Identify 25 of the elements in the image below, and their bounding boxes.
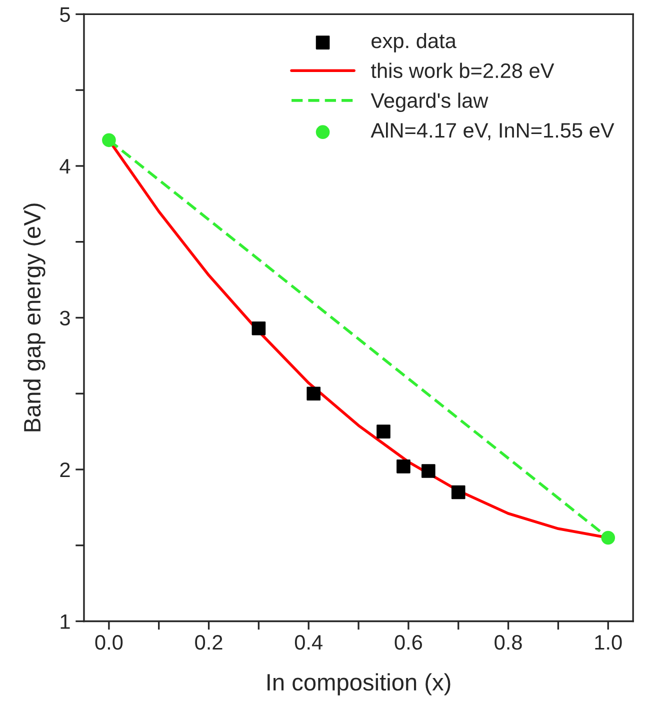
point: [252, 321, 266, 336]
x-tick-label: 0.8: [494, 634, 522, 650]
legend-label: exp. data: [372, 32, 456, 52]
y-tick-label: 3: [60, 310, 70, 326]
point: [601, 530, 616, 545]
x-tick-label: 0.6: [394, 634, 422, 650]
y-axis-title: Band gap energy (eV): [23, 204, 46, 432]
y-tick-label: 4: [60, 159, 70, 174]
legend-label: Vegard's law: [370, 92, 488, 112]
legend-label: this work b=2.28 eV: [371, 62, 554, 78]
y-tick-label: 2: [60, 462, 70, 478]
x-tick-label: 0.0: [95, 634, 123, 650]
point: [451, 485, 466, 500]
x-tick-label: 0.4: [294, 634, 322, 650]
point: [102, 133, 116, 148]
point: [376, 424, 390, 438]
point: [306, 386, 321, 401]
x-tick-label: 1.0: [595, 634, 622, 650]
y-tick-label: 1: [60, 614, 70, 629]
x-axis-title: In composition (x): [268, 673, 450, 696]
x-tick-label: 0.2: [195, 634, 222, 650]
point: [396, 460, 410, 474]
legend-label: AlN=4.17 eV, InN=1.55 eV: [370, 122, 614, 140]
y-tick-label: 5: [60, 7, 70, 22]
point: [422, 464, 436, 478]
